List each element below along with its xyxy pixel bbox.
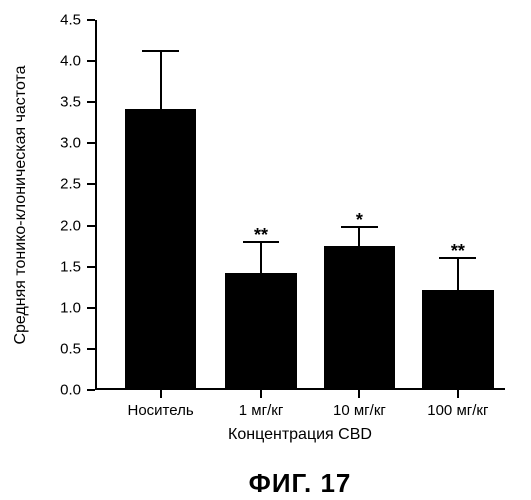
- xtick: [358, 390, 360, 398]
- error-cap: [142, 50, 179, 52]
- ytick-label: 4.5: [0, 12, 81, 29]
- ytick: [87, 348, 95, 350]
- error-bar: [160, 51, 162, 109]
- xtick-label: 10 мг/кг: [333, 402, 386, 419]
- xtick-label: 100 мг/кг: [427, 402, 488, 419]
- xtick: [457, 390, 459, 398]
- xtick-label: 1 мг/кг: [239, 402, 284, 419]
- error-bar: [457, 258, 459, 289]
- bar: [225, 273, 297, 390]
- xtick-label: Носитель: [128, 402, 194, 419]
- significance-label: **: [451, 241, 465, 262]
- significance-label: **: [254, 225, 268, 246]
- bar: [125, 109, 197, 390]
- ytick: [87, 307, 95, 309]
- figure-container: 0.00.51.01.52.02.53.03.54.04.5Носитель**…: [0, 0, 531, 500]
- xtick: [160, 390, 162, 398]
- ytick: [87, 183, 95, 185]
- error-bar: [260, 242, 262, 273]
- ytick-label: 0.0: [0, 382, 81, 399]
- x-axis-label: Концентрация CBD: [228, 426, 372, 444]
- ytick: [87, 266, 95, 268]
- bar: [422, 290, 494, 390]
- ytick: [87, 142, 95, 144]
- xtick: [260, 390, 262, 398]
- significance-label: *: [356, 210, 363, 231]
- y-axis-label: Средняя тонико-клоническая частота: [12, 65, 30, 344]
- ytick: [87, 19, 95, 21]
- ytick: [87, 60, 95, 62]
- ytick: [87, 389, 95, 391]
- figure-title: ФИГ. 17: [249, 468, 352, 499]
- bar: [324, 246, 396, 390]
- ytick: [87, 101, 95, 103]
- ytick: [87, 225, 95, 227]
